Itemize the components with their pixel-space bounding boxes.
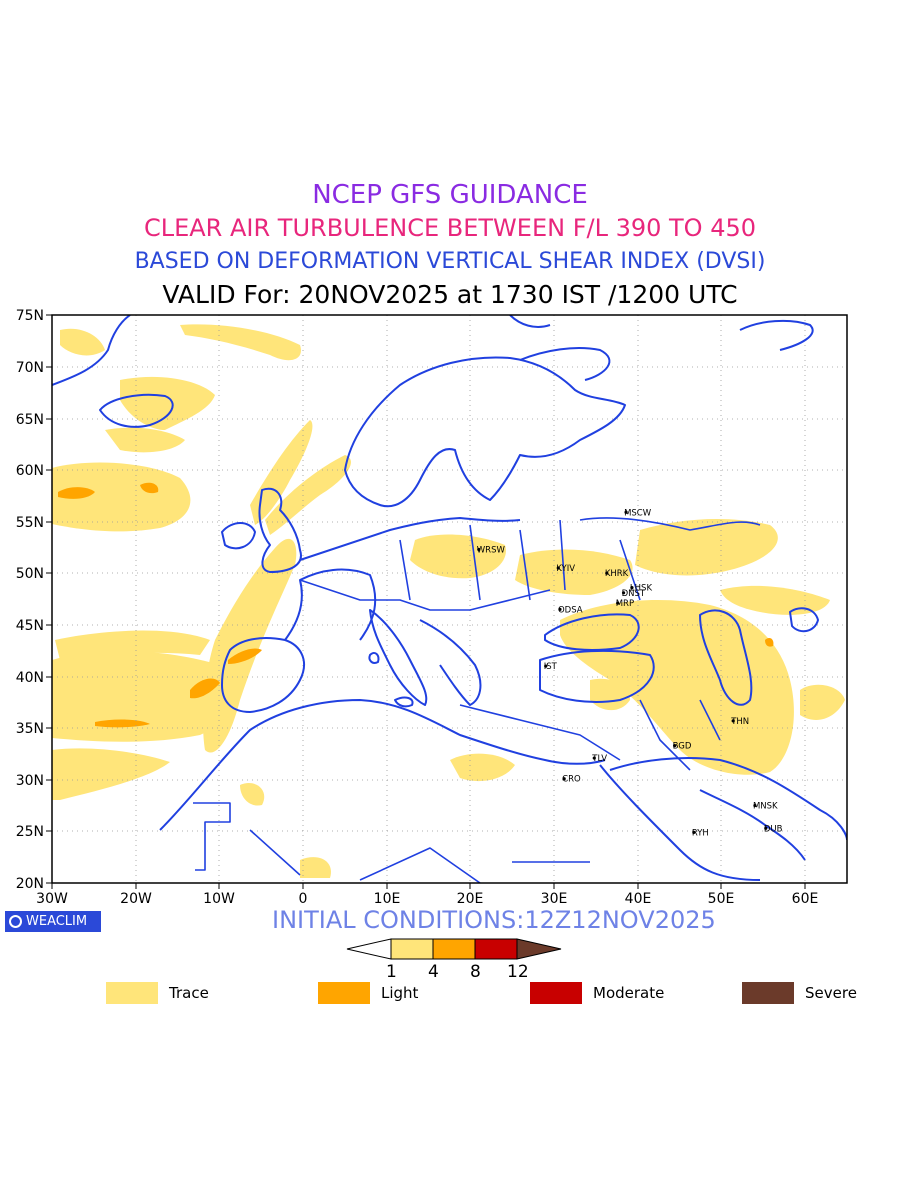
lon-label: 20W xyxy=(120,891,152,907)
city-label: DNST xyxy=(622,589,646,599)
valid-time: VALID For: 20NOV2025 at 1730 IST /1200 U… xyxy=(162,280,738,309)
turbulence-light xyxy=(58,482,774,728)
map-frame xyxy=(51,314,848,884)
title-line-1: NCEP GFS GUIDANCE xyxy=(312,180,588,210)
lat-label: 75N xyxy=(16,308,44,324)
lat-label: 25N xyxy=(16,824,44,840)
lon-label: 50E xyxy=(708,891,735,907)
city-label: DUB xyxy=(764,824,783,834)
lat-label: 20N xyxy=(16,876,44,892)
city-marker xyxy=(562,777,566,781)
city-marker xyxy=(731,719,735,723)
city-label: TLV xyxy=(591,754,607,764)
city-label: KYIV xyxy=(556,564,575,574)
lat-label: 30N xyxy=(16,773,44,789)
city-label: KHRK xyxy=(605,569,629,579)
weaclim-logo-icon xyxy=(9,915,22,928)
legend-label-light: Light xyxy=(381,984,419,1002)
lat-label: 70N xyxy=(16,360,44,376)
initial-conditions: INITIAL CONDITIONS:12Z12NOV2025 xyxy=(272,906,716,934)
lat-label: 45N xyxy=(16,618,44,634)
legend-swatch-trace xyxy=(106,982,158,1004)
colorbar-segment-trace xyxy=(390,938,434,960)
colorbar-low-arrow xyxy=(346,938,392,960)
axis-ticks xyxy=(46,314,806,889)
title-line-2: CLEAR AIR TURBULENCE BETWEEN F/L 390 TO … xyxy=(143,214,757,242)
city-marker xyxy=(558,607,562,611)
city-label: BGD xyxy=(673,742,692,752)
coastlines xyxy=(52,315,847,883)
city-marker xyxy=(556,566,560,570)
turbulence-map: 75N 70N 65N 60N 55N 50N 45N 40N 35N 30N … xyxy=(16,308,848,907)
city-marker xyxy=(592,756,596,760)
lon-label: 10W xyxy=(203,891,235,907)
city-marker xyxy=(544,664,548,668)
color-bar xyxy=(346,938,562,960)
latitude-labels: 75N 70N 65N 60N 55N 50N 45N 40N 35N 30N … xyxy=(16,308,44,892)
lon-label: 40E xyxy=(625,891,652,907)
city-label: MSCW xyxy=(624,508,652,518)
legend-label-severe: Severe xyxy=(805,984,857,1002)
city-label: WRSW xyxy=(477,545,506,555)
title-line-3: BASED ON DEFORMATION VERTICAL SHEAR INDE… xyxy=(134,249,766,274)
lon-label: 30E xyxy=(541,891,568,907)
lat-label: 60N xyxy=(16,463,44,479)
colorbar-tick: 4 xyxy=(428,962,439,982)
lon-label: 60E xyxy=(792,891,819,907)
city-marker xyxy=(621,591,626,595)
lat-label: 40N xyxy=(16,670,44,686)
brand-label: WEACLIM xyxy=(26,914,88,929)
lon-label: 0 xyxy=(299,891,308,907)
city-marker xyxy=(673,744,677,748)
city-marker xyxy=(630,586,634,590)
legend-label-moderate: Moderate xyxy=(593,984,665,1002)
city-label: ODSA xyxy=(558,605,583,615)
city-label: MRP xyxy=(616,599,634,609)
city-label: RYH xyxy=(692,828,709,838)
city-label: IST xyxy=(544,662,558,672)
colorbar-tick: 8 xyxy=(470,962,481,982)
city-marker xyxy=(692,830,696,834)
colorbar-segment-light xyxy=(432,938,476,960)
city-marker xyxy=(605,571,609,575)
legend-swatch-light xyxy=(318,982,370,1004)
lat-label: 65N xyxy=(16,412,44,428)
city-marker xyxy=(764,826,768,830)
colorbar-segment-moderate xyxy=(474,938,518,960)
lat-label: 55N xyxy=(16,515,44,531)
city-marker xyxy=(624,510,628,514)
legend-label-trace: Trace xyxy=(169,984,209,1002)
city-marker xyxy=(753,803,757,808)
legend-swatch-moderate xyxy=(530,982,582,1004)
lat-label: 50N xyxy=(16,566,44,582)
lat-label: 35N xyxy=(16,721,44,737)
colorbar-tick: 1 xyxy=(386,962,397,982)
city-label: LHSK xyxy=(630,584,653,594)
longitude-labels: 30W 20W 10W 0 10E 20E 30E 40E 50E 60E xyxy=(36,891,818,907)
city-label: THN xyxy=(730,717,749,727)
city-marker xyxy=(477,547,481,552)
city-marker xyxy=(616,601,620,605)
lon-label: 30W xyxy=(36,891,68,907)
city-label: CRO xyxy=(562,775,581,785)
city-label: MNSK xyxy=(753,802,778,812)
lon-label: 10E xyxy=(374,891,401,907)
legend-swatch-severe xyxy=(742,982,794,1004)
lon-label: 20E xyxy=(457,891,484,907)
colorbar-tick: 12 xyxy=(507,962,529,982)
colorbar-high-arrow xyxy=(516,938,562,960)
weaclim-badge: WEACLIM xyxy=(5,911,101,932)
